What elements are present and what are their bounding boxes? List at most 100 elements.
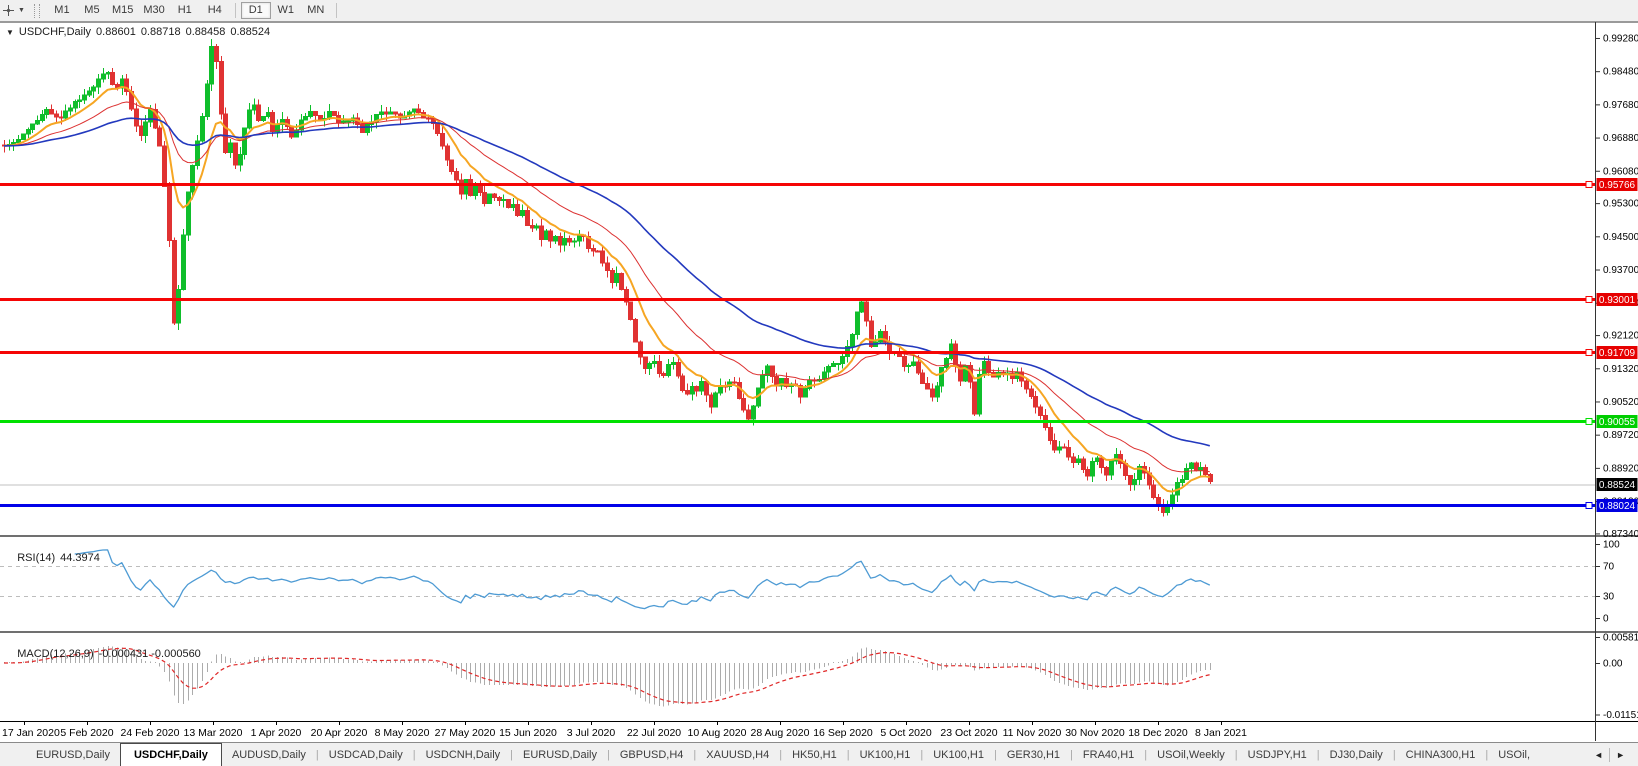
timeframe-h4-button[interactable]: H4 (207, 4, 222, 16)
svg-text:5 Feb 2020: 5 Feb 2020 (60, 727, 113, 739)
crosshair-tool-icon[interactable] (2, 4, 15, 17)
tab-scroll-right-icon[interactable]: ► (1616, 749, 1625, 760)
tab-divider: | (1316, 748, 1320, 761)
ohlc-open: 0.88601 (96, 26, 136, 38)
timeframe-m5-button[interactable]: M5 (84, 4, 100, 16)
timeframe-mn-button[interactable]: MN (307, 4, 325, 16)
rsi-indicator-label: RSI(14) 44.3974 (5, 540, 100, 576)
tab-fra40-h1[interactable]: FRA40,H1 (1082, 748, 1135, 761)
svg-text:0.96880: 0.96880 (1603, 133, 1638, 144)
svg-text:1 Apr 2020: 1 Apr 2020 (251, 727, 302, 739)
tab-divider: | (1392, 748, 1396, 761)
tab-divider: | (994, 748, 997, 761)
svg-text:0.89720: 0.89720 (1603, 430, 1638, 441)
tab-usoil[interactable]: USOil, (1498, 748, 1531, 761)
tab-usdcad-daily[interactable]: USDCAD,Daily (328, 748, 403, 761)
svg-text:30 Nov 2020: 30 Nov 2020 (1065, 727, 1125, 739)
tab-eurusd-daily[interactable]: EURUSD,Daily (36, 748, 110, 761)
tab-usdjpy-h1[interactable]: USDJPY,H1 (1247, 748, 1307, 761)
svg-text:28 Aug 2020: 28 Aug 2020 (751, 727, 810, 739)
svg-text:0.98480: 0.98480 (1603, 67, 1638, 78)
svg-text:0.94500: 0.94500 (1603, 232, 1638, 243)
toolbar-separator (234, 3, 236, 18)
timeframe-d1-button[interactable]: D1 (240, 2, 271, 19)
toolbar-separator (335, 3, 337, 18)
tab-divider: | (315, 748, 319, 761)
tab-divider: | (779, 748, 783, 761)
svg-text:27 May 2020: 27 May 2020 (435, 727, 496, 739)
tab-divider: | (693, 748, 697, 761)
ohlc-close: 0.88524 (230, 26, 271, 38)
horizontal-level-lines[interactable]: 0.95766 0.93001 0.91709 0.90055 0.88024 0.885… (0, 178, 1638, 512)
svg-text:0.93001: 0.93001 (1599, 295, 1636, 306)
cursor-tool-group: ▼ (0, 0, 47, 21)
svg-text:10 Aug 2020: 10 Aug 2020 (688, 727, 747, 739)
toolbar-grip-handle[interactable] (33, 3, 40, 18)
tab-divider: | (1485, 748, 1489, 761)
tab-dj30-daily[interactable]: DJ30,Daily (1329, 748, 1383, 761)
tab-hk50-h1[interactable]: HK50,H1 (792, 748, 837, 761)
tab-divider: | (1070, 748, 1073, 761)
ohlc-low: 0.88458 (185, 26, 226, 38)
rsi-line (74, 549, 1211, 610)
svg-text:100: 100 (1603, 540, 1620, 551)
svg-text:0.005818: 0.005818 (1603, 633, 1638, 644)
svg-text:0.92120: 0.92120 (1603, 331, 1638, 342)
svg-text:70: 70 (1603, 562, 1615, 573)
svg-text:17 Jan 2020: 17 Jan 2020 (2, 727, 60, 739)
svg-text:30: 30 (1603, 591, 1615, 602)
tab-usdcnh-daily[interactable]: USDCNH,Daily (425, 748, 501, 761)
timeframe-m15-button[interactable]: M15 (111, 4, 134, 16)
svg-text:22 Jul 2020: 22 Jul 2020 (627, 727, 681, 739)
svg-text:0.96080: 0.96080 (1603, 166, 1638, 177)
ohlc-high: 0.88718 (140, 26, 181, 38)
svg-text:0.95766: 0.95766 (1599, 180, 1636, 191)
timeframe-buttons: M1 M5 M15 M30 H1 H4 D1 W1 MN (47, 0, 342, 21)
tab-eurusd-daily[interactable]: EURUSD,Daily (523, 748, 597, 761)
svg-text:0.87340: 0.87340 (1603, 529, 1638, 540)
tab-gbpusd-h4[interactable]: GBPUSD,H4 (619, 748, 684, 761)
svg-text:0.00: 0.00 (1603, 659, 1623, 670)
svg-text:0.88024: 0.88024 (1599, 501, 1636, 512)
chart-canvas[interactable]: 0.99280 0.98480 0.97680 0.96880 0.96080 0.953… (0, 22, 1638, 741)
tab-uk100-h1[interactable]: UK100,H1 (859, 748, 911, 761)
cursor-dropdown-caret-icon[interactable]: ▼ (18, 7, 25, 14)
price-axis[interactable]: 0.99280 0.98480 0.97680 0.96880 0.96080 0.953… (1596, 33, 1638, 721)
tab-china300-h1[interactable]: CHINA300,H1 (1405, 748, 1476, 761)
tab-audusd-daily[interactable]: AUDUSD,Daily (231, 748, 306, 761)
timeframe-h1-button[interactable]: H1 (177, 4, 192, 16)
macd-name: MACD(12,26,9) (17, 648, 94, 660)
tab-usoil-weekly[interactable]: USOil,Weekly (1157, 748, 1225, 761)
tab-divider: | (1144, 748, 1148, 761)
date-axis[interactable]: 17 Jan 2020 5 Feb 2020 24 Feb 2020 13 Mar 2… (2, 722, 1247, 739)
timeframe-w1-button[interactable]: W1 (277, 4, 295, 16)
svg-text:8 May 2020: 8 May 2020 (375, 727, 430, 739)
tab-uk100-h1[interactable]: UK100,H1 (933, 748, 984, 761)
moving-average-55 (3, 117, 1211, 447)
svg-text:0.97680: 0.97680 (1603, 100, 1638, 111)
tab-divider: | (510, 748, 514, 761)
tab-usdchf-daily[interactable]: USDCHF,Daily (119, 743, 222, 766)
tab-ger30-h1[interactable]: GER30,H1 (1006, 748, 1061, 761)
tab-divider: | (920, 748, 924, 761)
svg-text:-0.011514: -0.011514 (1603, 710, 1638, 721)
rsi-name: RSI(14) (17, 552, 56, 564)
svg-text:0.91320: 0.91320 (1603, 364, 1638, 375)
chart-tabs: EURUSD,Daily USDCHF,Daily AUDUSD,Daily | USD… (0, 743, 1581, 766)
candlestick-series (2, 39, 1213, 517)
svg-text:0: 0 (1603, 614, 1609, 625)
svg-text:18 Dec 2020: 18 Dec 2020 (1128, 727, 1188, 739)
tab-divider: | (412, 748, 416, 761)
timeframe-m1-button[interactable]: M1 (54, 4, 70, 16)
svg-text:0.95300: 0.95300 (1603, 199, 1638, 210)
chart-symbol-label: USDCHF,Daily (18, 26, 92, 38)
tab-scroll-left-icon[interactable]: ◄ (1594, 749, 1604, 760)
tab-xauusd-h4[interactable]: XAUUSD,H4 (706, 748, 770, 761)
chart-tab-bar: EURUSD,Daily USDCHF,Daily AUDUSD,Daily | USD… (0, 742, 1638, 766)
svg-text:0.88524: 0.88524 (1599, 480, 1636, 491)
moving-average-10 (3, 85, 1210, 493)
chart-title-expander-icon[interactable]: ▼ (6, 27, 14, 37)
svg-text:5 Oct 2020: 5 Oct 2020 (880, 727, 932, 739)
timeframe-m30-button[interactable]: M30 (143, 4, 165, 16)
svg-text:24 Feb 2020: 24 Feb 2020 (121, 727, 180, 739)
